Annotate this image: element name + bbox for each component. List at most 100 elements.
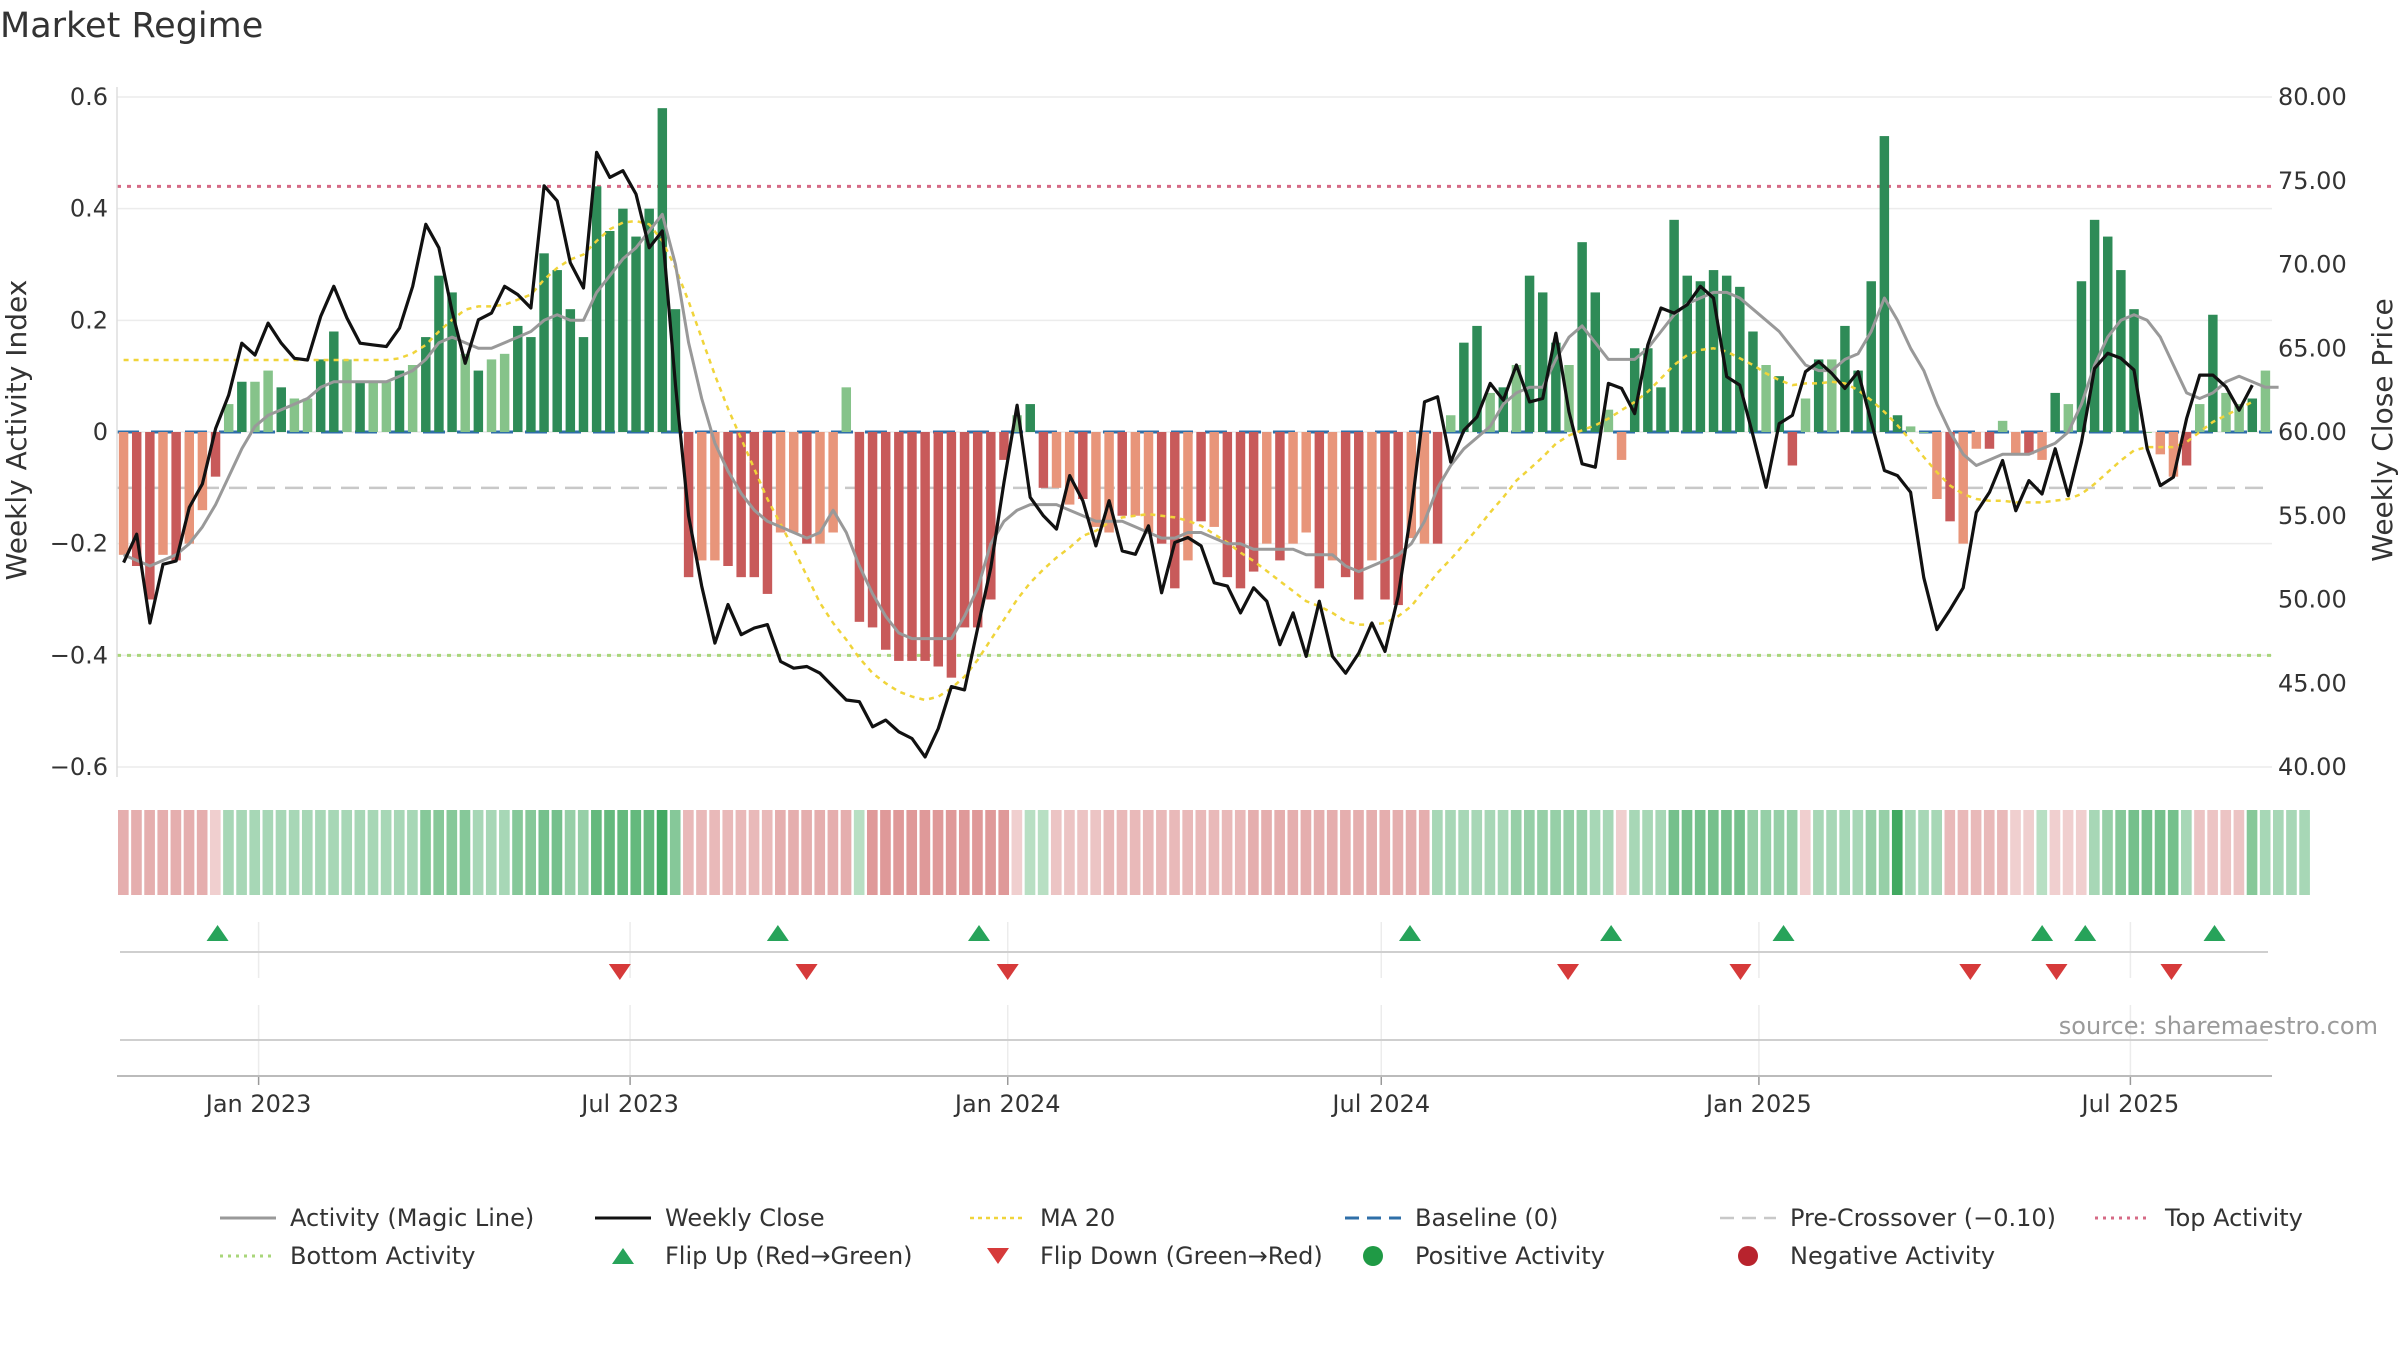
activity-bar	[2037, 432, 2047, 460]
y-tick-left-label: 0.4	[70, 195, 108, 223]
regime-cell	[407, 810, 418, 895]
regime-cell	[827, 810, 839, 895]
legend-label: Negative Activity	[1790, 1242, 1996, 1270]
weekly-close-line	[122, 150, 2254, 759]
regime-cell	[1300, 810, 1312, 895]
activity-bar	[1406, 432, 1417, 539]
activity-bar	[2194, 404, 2205, 432]
activity-bar	[2260, 370, 2271, 432]
activity-bar	[381, 381, 392, 432]
regime-cell	[209, 810, 221, 895]
regime-cell	[1589, 810, 1601, 895]
flip-down-marker	[1557, 964, 1580, 980]
regime-cell	[709, 810, 720, 895]
regime-cell	[170, 810, 182, 895]
chart-title: Market Regime	[0, 6, 264, 46]
activity-bar	[1091, 432, 1101, 527]
legend-label: MA 20	[1040, 1204, 1116, 1232]
legend-label: Flip Up (Red→Green)	[665, 1242, 913, 1270]
activity-bar	[407, 365, 418, 432]
regime-cell	[2062, 810, 2074, 895]
activity-bar	[867, 432, 878, 628]
activity-bar	[1485, 392, 1495, 432]
regime-cell	[1037, 810, 1049, 895]
activity-bar	[775, 432, 786, 533]
regime-cell	[459, 810, 471, 895]
y-tick-left-label: −0.6	[50, 753, 108, 781]
activity-bar	[1524, 275, 1535, 432]
activity-bar	[2181, 432, 2192, 466]
activity-bar	[2103, 236, 2113, 432]
regime-cell	[1721, 810, 1732, 895]
regime-cell	[972, 810, 983, 895]
y-tick-left-label: −0.4	[50, 641, 108, 669]
regime-cell	[328, 810, 339, 895]
regime-cell	[683, 810, 694, 895]
regime-cell	[157, 810, 169, 895]
activity-bar	[1564, 365, 1574, 432]
activity-bar	[1577, 242, 1587, 432]
regime-cell	[1576, 810, 1588, 895]
activity-bar	[1472, 325, 1482, 432]
regime-cell	[1208, 810, 1220, 895]
activity-bar	[841, 387, 852, 432]
x-tick-label: Jul 2025	[2080, 1090, 2180, 1118]
y-tick-right-label: 55.00	[2278, 502, 2347, 530]
activity-bar	[854, 432, 865, 622]
legend-item-bottom-activity: Bottom Activity	[218, 1242, 475, 1270]
regime-cell	[945, 810, 957, 895]
activity-bar	[972, 432, 983, 628]
regime-cell	[1050, 810, 1062, 895]
activity-bar	[447, 292, 457, 432]
legend-swatch	[1363, 1246, 1383, 1266]
regime-cell	[617, 810, 628, 895]
regime-cell	[1169, 810, 1180, 895]
legend-label: Pre-Crossover (−0.10)	[1790, 1204, 2057, 1232]
activity-bar	[184, 432, 195, 544]
activity-bar	[1064, 432, 1075, 505]
regime-cell	[564, 810, 576, 895]
activity-bar	[578, 337, 589, 432]
activity-bar	[605, 231, 615, 432]
regime-cell	[1944, 810, 1956, 895]
regime-cell	[223, 810, 234, 895]
regime-cell	[275, 810, 287, 895]
regime-cell	[2049, 810, 2061, 895]
activity-bar	[1209, 432, 1219, 527]
activity-magic-line	[123, 212, 2279, 641]
activity-bar	[2247, 398, 2258, 432]
legend-item-ma20: MA 20	[968, 1204, 1115, 1232]
regime-cell	[656, 810, 668, 895]
regime-cell	[2154, 810, 2166, 895]
activity-bar	[2076, 281, 2087, 432]
regime-cell	[196, 810, 208, 895]
activity-bar	[1314, 432, 1325, 589]
y-tick-right-label: 65.00	[2278, 334, 2347, 362]
y-tick-right-label: 80.00	[2278, 83, 2347, 111]
regime-cell	[814, 810, 826, 895]
regime-cell	[669, 810, 681, 895]
legend-item-activity-line: Activity (Magic Line)	[218, 1204, 534, 1232]
activity-bar	[710, 432, 720, 561]
activity-bar	[723, 432, 733, 566]
legend-label: Flip Down (Green→Red)	[1040, 1242, 1323, 1270]
activity-bar	[697, 432, 707, 561]
regime-cell	[748, 810, 760, 895]
regime-cell	[2167, 810, 2179, 895]
legend-item-top-activity: Top Activity	[2093, 1204, 2303, 1232]
activity-bar	[1537, 292, 1548, 432]
regime-cell	[1537, 810, 1548, 895]
regime-cell	[1983, 810, 1995, 895]
regime-cell	[1011, 810, 1023, 895]
activity-bar	[933, 432, 943, 667]
regime-cell	[2259, 810, 2271, 895]
x-tick-label: Jul 2023	[579, 1090, 679, 1118]
regime-cell	[1550, 810, 1561, 895]
activity-bar	[1840, 325, 1850, 432]
regime-cell	[2233, 810, 2245, 895]
regime-cell	[1248, 810, 1259, 895]
regime-cell	[1497, 810, 1509, 895]
regime-cell	[761, 810, 773, 895]
activity-bar	[1235, 432, 1246, 589]
activity-bar	[1025, 404, 1035, 432]
